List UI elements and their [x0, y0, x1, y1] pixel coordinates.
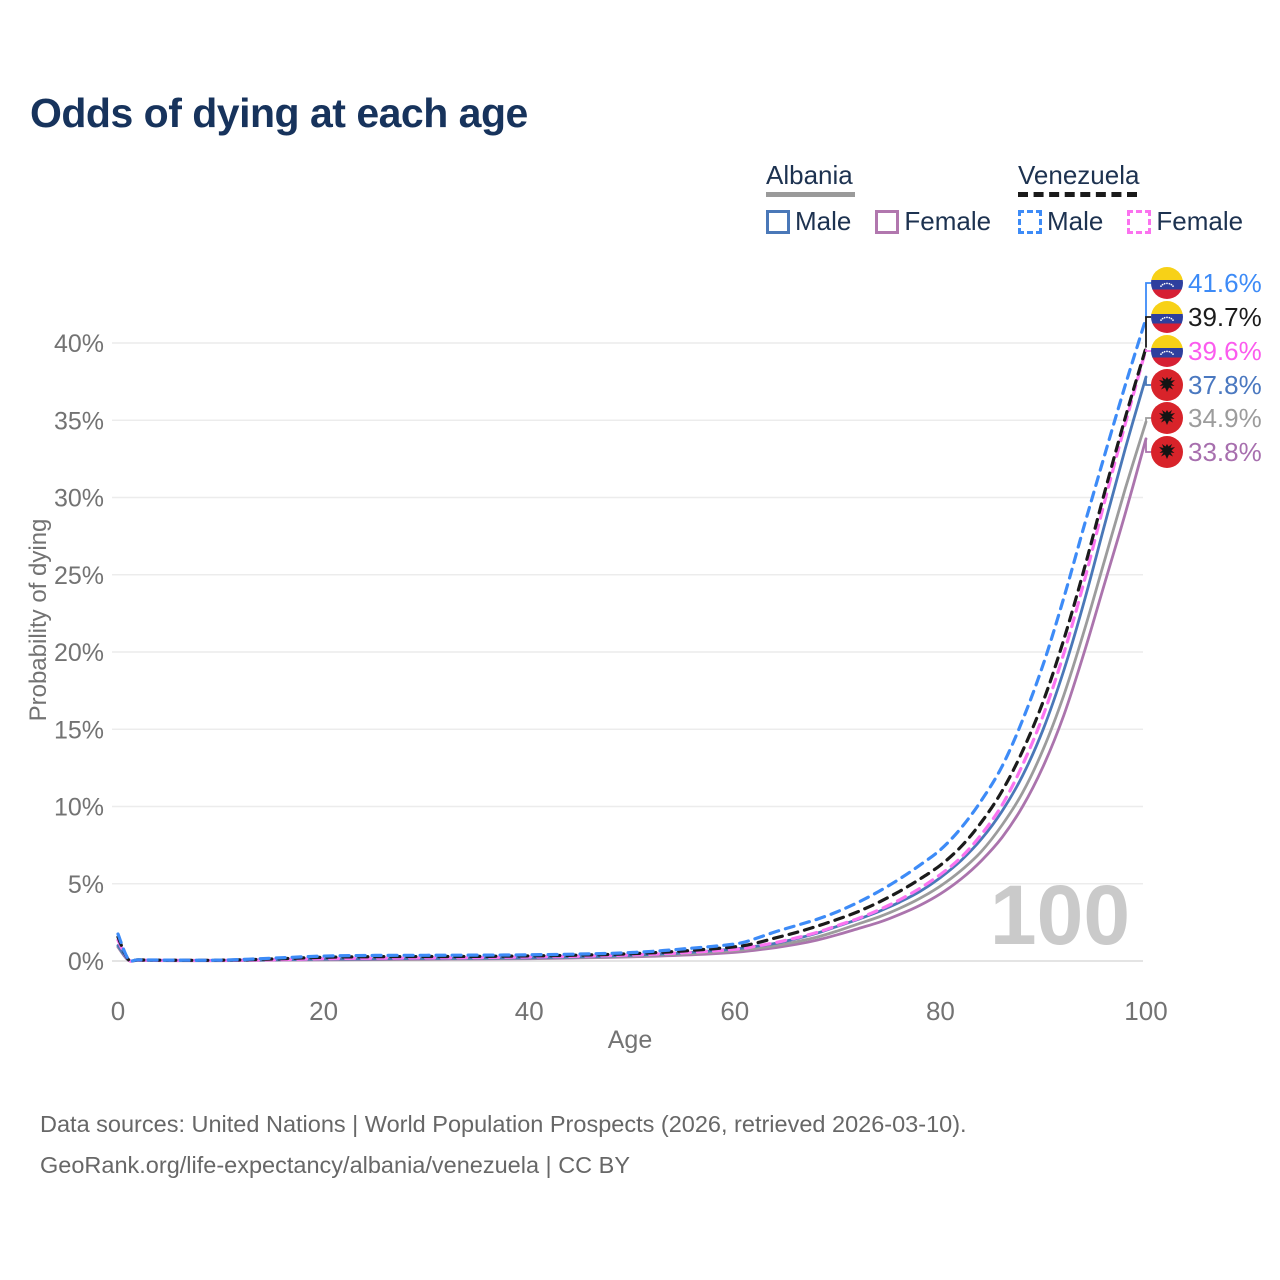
y-axis-title: Probability of dying — [25, 519, 52, 722]
end-value-label-venezuela-total: 39.7% — [1188, 302, 1262, 332]
venezuela-male-swatch-icon — [1018, 209, 1042, 234]
end-value-label-albania-total: 34.9% — [1188, 403, 1262, 433]
x-axis-title: Age — [608, 1026, 652, 1054]
legend-item-venezuela-male[interactable]: Male — [1018, 206, 1103, 237]
legend-label-venezuela-female: Female — [1156, 206, 1244, 236]
albania-flag-icon — [1151, 436, 1183, 468]
venezuela-flag-icon — [1151, 267, 1183, 299]
age-counter-watermark: 100 — [990, 868, 1130, 962]
end-value-label-albania-male: 37.8% — [1188, 370, 1262, 400]
albania-male-swatch-icon — [766, 209, 790, 234]
series-line-venezuela-male — [116, 316, 1148, 963]
x-tick-label: 60 — [720, 996, 749, 1026]
end-label-connector — [1145, 349, 1151, 352]
end-label-connector — [1145, 377, 1151, 386]
albania-solid-line-swatch — [766, 192, 855, 197]
venezuela-flag-icon — [1151, 335, 1183, 367]
end-label-connector — [1145, 417, 1151, 422]
y-tick-label: 10% — [54, 794, 104, 822]
x-tick-label: 20 — [309, 996, 338, 1026]
y-tick-label: 30% — [54, 485, 104, 513]
albania-flag-icon — [1151, 369, 1183, 401]
footer-data-sources: Data sources: United Nations | World Pop… — [40, 1111, 967, 1137]
y-tick-label: 15% — [54, 716, 104, 744]
end-label-connector — [1145, 438, 1151, 453]
legend-label-albania-male: Male — [795, 206, 852, 236]
y-tick-label: 20% — [54, 639, 104, 667]
legend-group-venezuela: Venezuela Male Female — [1018, 160, 1243, 237]
end-value-label-venezuela-female: 39.6% — [1188, 336, 1262, 366]
x-tick-label: 100 — [1124, 996, 1167, 1026]
legend-item-albania-male[interactable]: Male — [766, 206, 851, 237]
venezuela-dashed-line-swatch — [1018, 192, 1137, 197]
y-tick-label: 5% — [68, 871, 104, 899]
venezuela-female-swatch-icon — [1127, 209, 1152, 234]
end-label-connector — [1145, 282, 1151, 319]
y-tick-label: 0% — [68, 948, 104, 976]
venezuela-flag-icon — [1151, 301, 1183, 333]
legend-item-albania-female[interactable]: Female — [875, 206, 991, 237]
albania-flag-icon — [1151, 402, 1183, 434]
legend-label-venezuela-male: Male — [1047, 206, 1104, 236]
end-label-connector — [1145, 316, 1151, 348]
y-tick-label: 25% — [54, 562, 104, 590]
end-value-label-venezuela-male: 41.6% — [1188, 268, 1262, 298]
x-tick-label: 0 — [111, 996, 125, 1026]
legend-label-albania-female: Female — [904, 206, 992, 236]
x-tick-label: 80 — [926, 996, 955, 1026]
footer: Data sources: United Nations | World Pop… — [40, 1104, 967, 1186]
page-title: Odds of dying at each age — [30, 90, 528, 136]
end-value-label-albania-female: 33.8% — [1188, 437, 1262, 467]
legend-venezuela-title: Venezuela — [1018, 160, 1140, 190]
y-tick-label: 35% — [54, 407, 104, 435]
legend-group-albania: Albania Male Female — [766, 160, 991, 237]
x-tick-label: 40 — [515, 996, 544, 1026]
y-tick-label: 40% — [54, 330, 104, 358]
albania-female-swatch-icon — [875, 209, 900, 234]
legend-item-venezuela-female[interactable]: Female — [1127, 206, 1243, 237]
legend-albania-title: Albania — [766, 160, 853, 190]
footer-attribution: GeoRank.org/life-expectancy/albania/vene… — [40, 1152, 631, 1178]
